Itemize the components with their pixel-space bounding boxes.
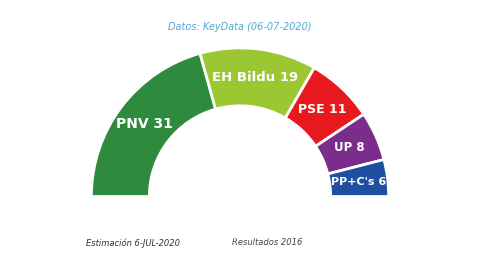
- Wedge shape: [200, 48, 314, 118]
- Text: EH Bildu
18: EH Bildu 18: [217, 126, 260, 145]
- Wedge shape: [160, 123, 224, 197]
- Text: Estimación 6-JUL-2020: Estimación 6-JUL-2020: [86, 238, 180, 248]
- Text: PNV 31: PNV 31: [116, 117, 173, 131]
- Wedge shape: [268, 137, 314, 181]
- Circle shape: [149, 106, 331, 270]
- Wedge shape: [254, 121, 294, 166]
- Text: EH Bildu 19: EH Bildu 19: [212, 71, 298, 84]
- Wedge shape: [285, 68, 364, 146]
- Wedge shape: [279, 167, 320, 197]
- Text: UP 11: UP 11: [275, 157, 305, 166]
- Text: UP 8: UP 8: [334, 141, 365, 154]
- Wedge shape: [209, 116, 268, 158]
- Wedge shape: [328, 160, 389, 197]
- Text: PSE 11: PSE 11: [298, 103, 346, 116]
- Text: Resultados 2016: Resultados 2016: [231, 238, 302, 247]
- Text: PP+C's 6: PP+C's 6: [331, 177, 386, 187]
- Text: Datos: KeyData (06-07-2020): Datos: KeyData (06-07-2020): [168, 22, 312, 32]
- Text: PNV 28: PNV 28: [171, 158, 208, 167]
- Circle shape: [198, 155, 282, 238]
- Text: PP 9: PP 9: [288, 181, 311, 190]
- Wedge shape: [91, 53, 216, 197]
- Text: PSE 9: PSE 9: [258, 134, 285, 155]
- Wedge shape: [315, 114, 384, 174]
